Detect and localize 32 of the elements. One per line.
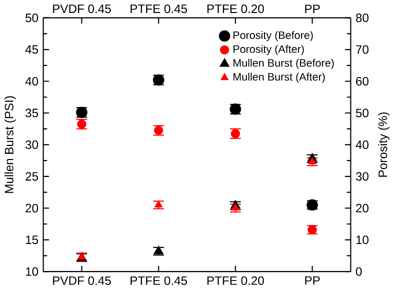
- x-tick-label: PTFE 0.45: [130, 4, 188, 13]
- category-label: PTFE 0.45: [130, 276, 188, 285]
- y2-tick-label: 50: [356, 108, 368, 118]
- y2-tick-label: 30: [356, 172, 368, 181]
- legend-label: Mullen Burst (After): [234, 72, 325, 83]
- y2-tick-label: 70: [356, 45, 368, 54]
- legend-label: Porosity (After): [234, 44, 304, 55]
- y-tick-label: 40: [25, 76, 38, 86]
- x-tick-label: PP: [305, 4, 320, 13]
- y2-axis-title: Porosity (%): [378, 112, 390, 177]
- x-tick-label: PVDF 0.45: [53, 4, 111, 13]
- y-tick-label: 45: [25, 45, 38, 54]
- y-tick-label: 35: [26, 108, 38, 118]
- y-tick-label: 10: [26, 267, 38, 276]
- y-tick-label: 25: [26, 172, 38, 181]
- y-tick-label: 30: [26, 140, 38, 149]
- y2-tick-label: 20: [356, 204, 368, 212]
- y2-tick-label: 10: [356, 235, 368, 244]
- y2-tick-label: 0: [356, 267, 362, 276]
- y2-tick-label: 40: [356, 140, 368, 149]
- y-axis-title: Mullen Burst (PSI): [4, 96, 16, 193]
- legend-label: Mullen Burst (Before): [234, 58, 334, 69]
- y-tick-label: 50: [26, 13, 38, 22]
- y2-tick-label: 80: [356, 13, 368, 22]
- category-label: PTFE 0.20: [207, 276, 264, 285]
- category-label: PVDF 0.45: [53, 276, 111, 285]
- category-label: PP: [305, 276, 320, 284]
- legend-label: Porosity (Before): [234, 30, 313, 41]
- y-tick-label: 20: [26, 204, 38, 212]
- y-tick-label: 15: [26, 235, 38, 244]
- x-tick-label: PTFE 0.20: [207, 4, 264, 13]
- y2-tick-label: 60: [356, 76, 368, 86]
